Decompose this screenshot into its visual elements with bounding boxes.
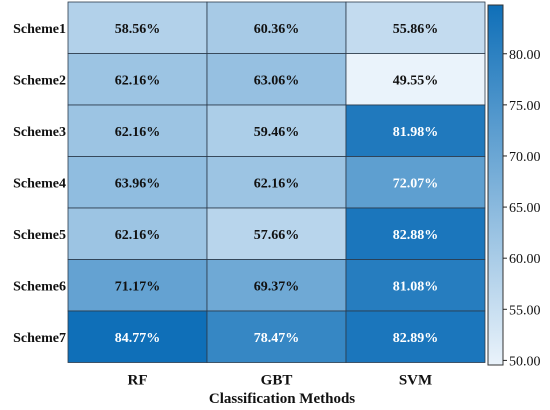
heatmap-cell — [206, 1, 347, 54]
heatmap-cells: 58.56% 60.36% 55.86% 62.16% 63.06% 49.55% 62.1… — [67, 1, 486, 363]
colorbar-tick-label: 55.00 — [509, 303, 541, 318]
heatmap-cell — [67, 53, 208, 106]
colorbar-ticks: 50.00 55.00 60.00 65.00 70.00 75.00 80.00 — [503, 48, 541, 369]
x-axis-title: Classification Methods — [209, 391, 355, 407]
cell-value-label: 81.98% — [393, 125, 439, 140]
cell-value-label: 58.56% — [115, 22, 161, 37]
heatmap-cell — [206, 310, 347, 363]
cell-value-label: 62.16% — [254, 176, 300, 191]
cell-value-label: 62.16% — [115, 125, 161, 140]
colorbar-tick-label: 75.00 — [509, 99, 541, 114]
heatmap-cell — [345, 310, 486, 363]
heatmap-cell — [345, 1, 486, 54]
heatmap-cell — [67, 310, 208, 363]
heatmap-cell — [345, 207, 486, 260]
heatmap-cell — [67, 207, 208, 260]
cell-value-label: 72.07% — [393, 176, 439, 191]
row-label: Scheme4 — [13, 176, 66, 191]
row-label: Scheme7 — [13, 331, 66, 346]
cell-value-label: 59.46% — [254, 125, 300, 140]
heatmap-cell — [67, 1, 208, 54]
cell-value-label: 84.77% — [115, 331, 161, 346]
cell-value-label: 69.37% — [254, 279, 300, 294]
heatmap-cell — [345, 259, 486, 312]
row-label: Scheme3 — [13, 125, 66, 140]
cell-value-label: 49.55% — [393, 73, 439, 88]
heatmap-cell — [206, 207, 347, 260]
colorbar-tick-label: 60.00 — [509, 252, 541, 267]
colorbar-gradient — [487, 4, 504, 366]
row-labels: Scheme1 Scheme2 Scheme3 Scheme4 Scheme5 Schem… — [13, 22, 66, 346]
cell-value-label: 82.89% — [393, 331, 439, 346]
cell-value-label: 57.66% — [254, 228, 300, 243]
heatmap-cell — [67, 156, 208, 209]
cell-value-label: 63.96% — [115, 176, 161, 191]
cell-value-label: 81.08% — [393, 279, 439, 294]
column-label: SVM — [399, 373, 432, 389]
row-label: Scheme1 — [13, 22, 66, 37]
cell-value-label: 62.16% — [115, 73, 161, 88]
row-label: Scheme5 — [13, 228, 66, 243]
heatmap-cell — [206, 104, 347, 157]
row-label: Scheme2 — [13, 73, 66, 88]
heatmap-cell — [345, 53, 486, 106]
heatmap-cell — [67, 259, 208, 312]
cell-value-label: 82.88% — [393, 228, 439, 243]
cell-value-label: 71.17% — [115, 279, 161, 294]
cell-value-label: 63.06% — [254, 73, 300, 88]
colorbar-tick-label: 70.00 — [509, 150, 541, 165]
column-label: GBT — [261, 373, 293, 389]
row-label: Scheme6 — [13, 279, 66, 294]
cell-value-label: 60.36% — [254, 22, 300, 37]
heatmap-cell — [345, 156, 486, 209]
colorbar: 50.00 55.00 60.00 65.00 70.00 75.00 80.00 — [487, 4, 541, 369]
cell-value-label: 62.16% — [115, 228, 161, 243]
cell-value-label: 55.86% — [393, 22, 439, 37]
colorbar-tick-label: 50.00 — [509, 354, 541, 369]
colorbar-tick-label: 65.00 — [509, 201, 541, 216]
heatmap-cell — [206, 259, 347, 312]
column-labels: RF GBT SVM — [128, 373, 433, 389]
cell-value-label: 78.47% — [254, 331, 300, 346]
heatmap-cell — [206, 53, 347, 106]
colorbar-tick-label: 80.00 — [509, 48, 541, 63]
column-label: RF — [128, 373, 148, 389]
